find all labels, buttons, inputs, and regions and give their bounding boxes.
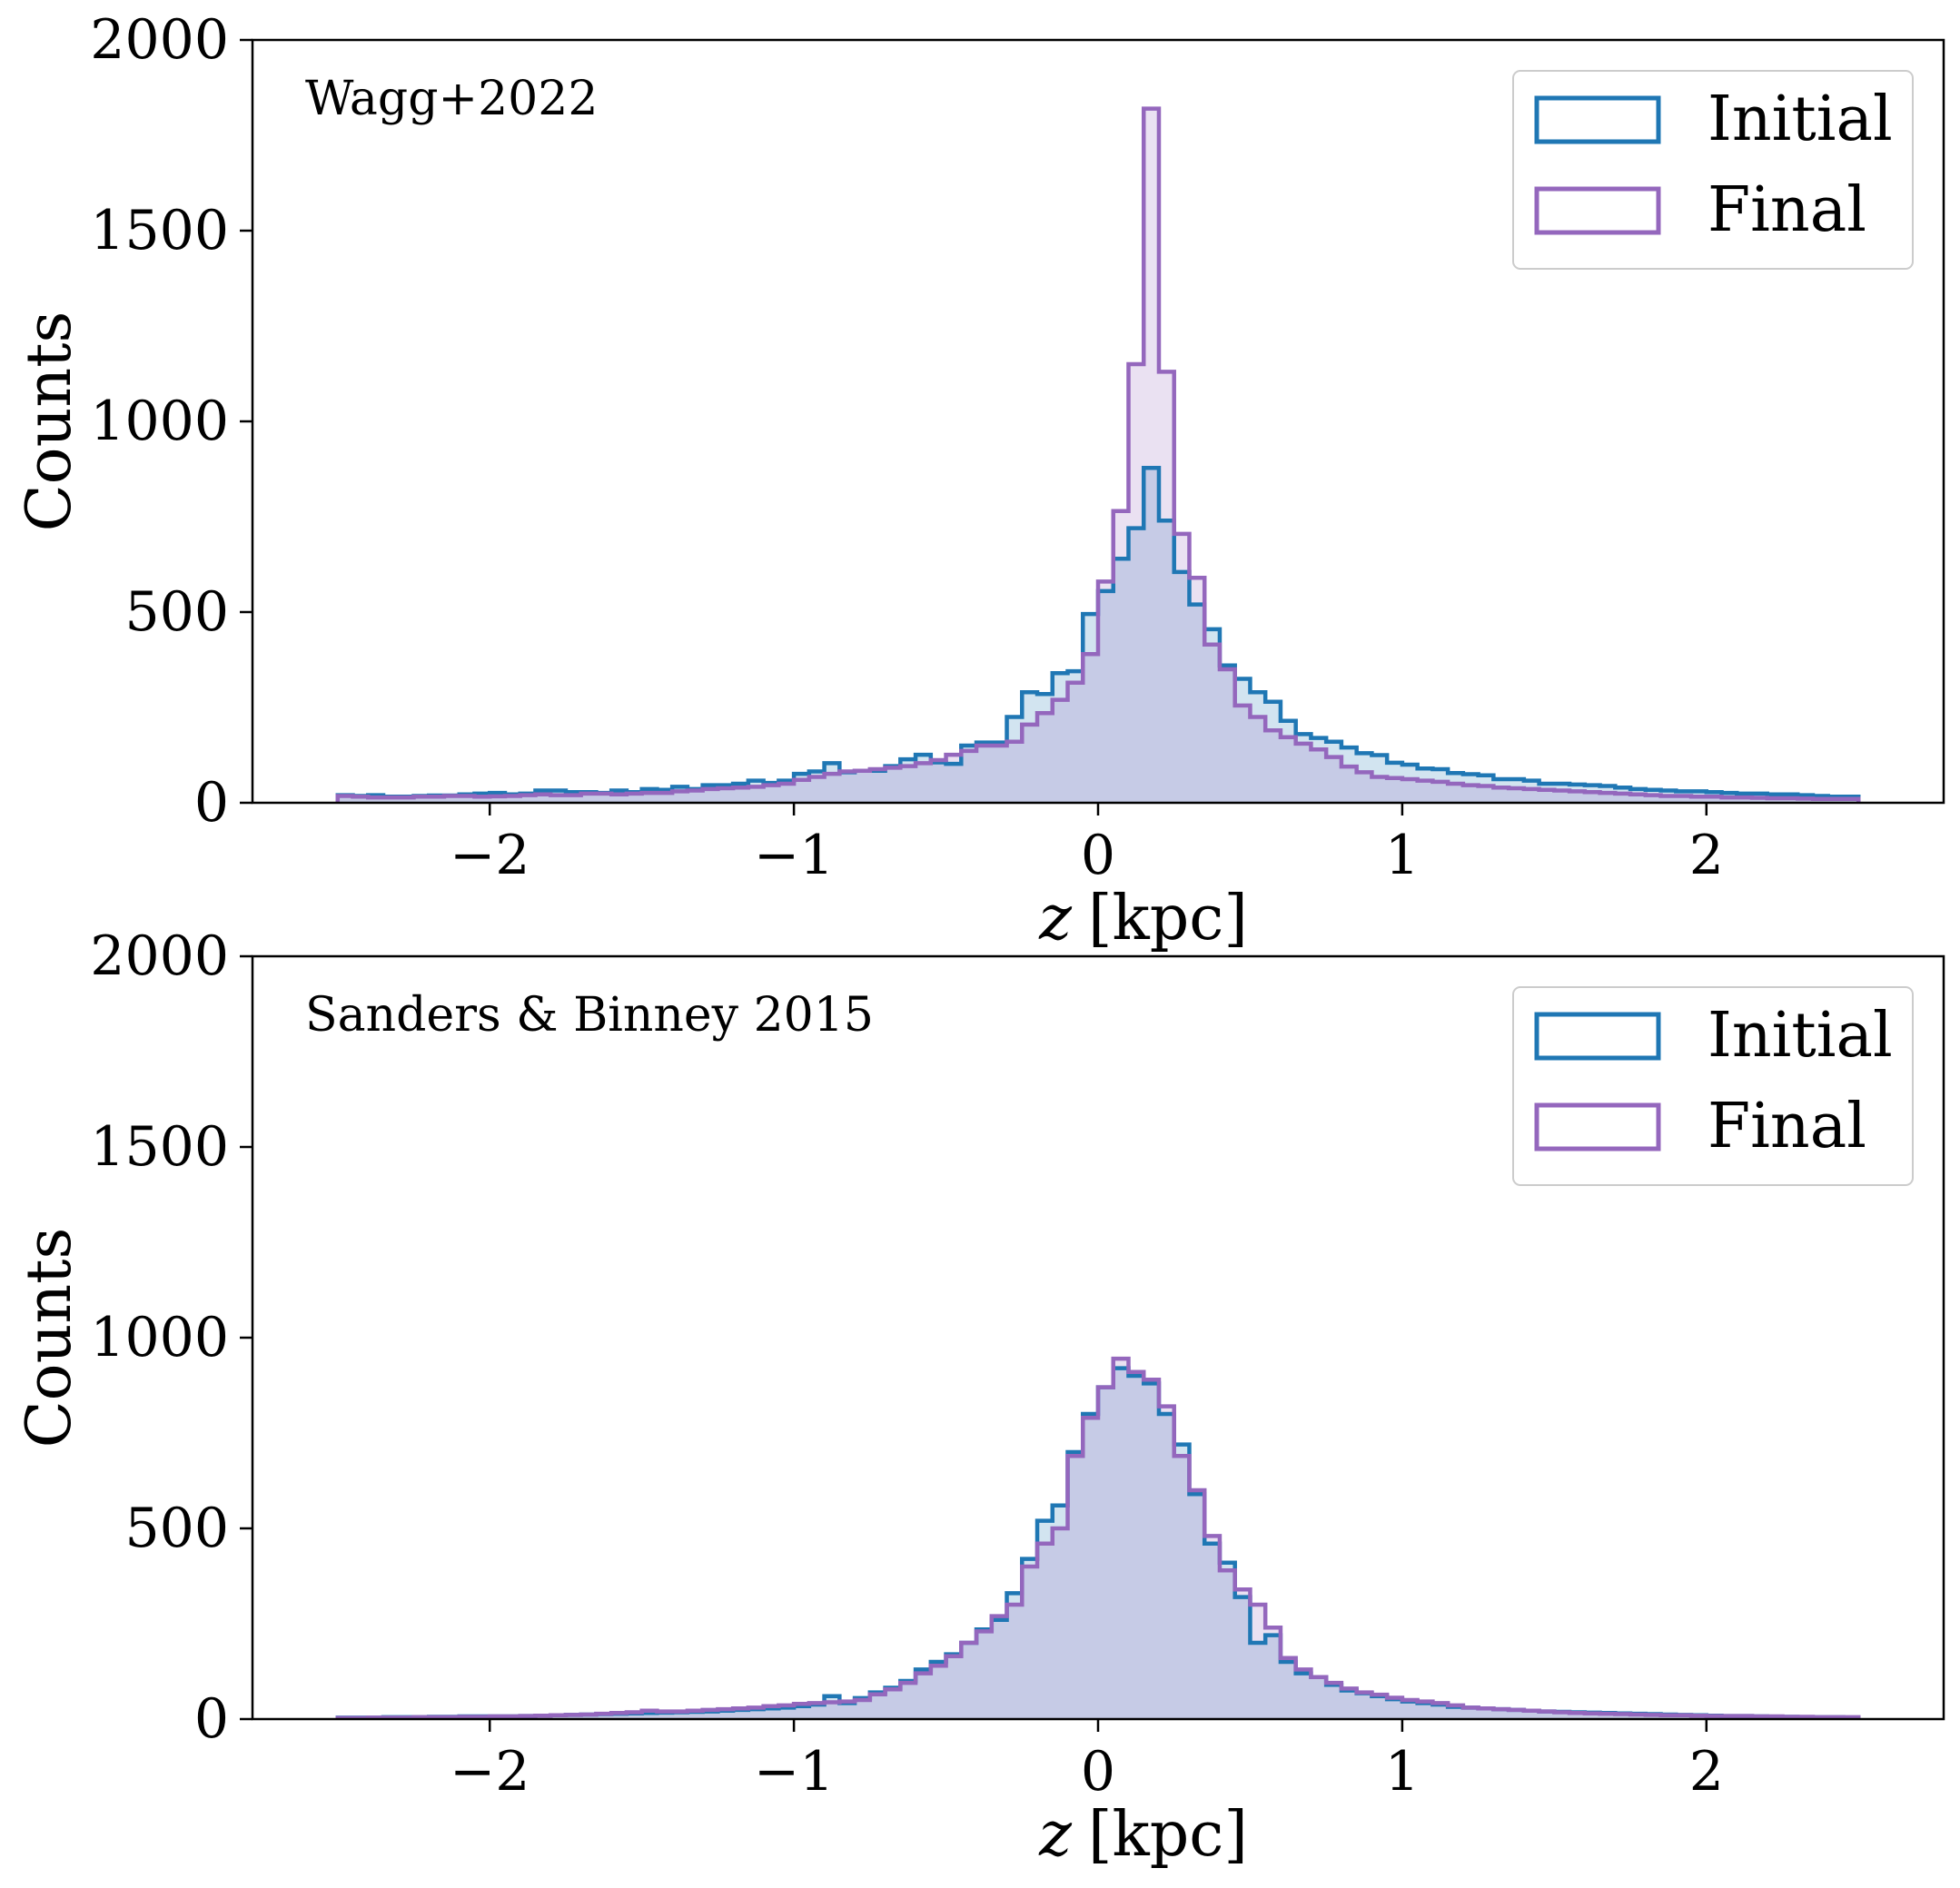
- x-axis-label-unit: [kpc]: [1088, 883, 1248, 954]
- y-axis-ticks: 0 500 1000 1500 2000: [90, 924, 252, 1751]
- histogram-fill-initial: [337, 1368, 1859, 1719]
- legend-frame: [1512, 70, 1914, 270]
- panel-annotation: Sanders & Binney 2015: [305, 988, 874, 1043]
- x-tick-label: 1: [1385, 824, 1420, 887]
- y-axis-label: Counts: [14, 311, 85, 532]
- x-tick-label: 0: [1081, 1740, 1115, 1804]
- x-axis-label-variable: z: [1038, 1799, 1073, 1871]
- y-tick-label: 1000: [90, 390, 229, 453]
- y-tick-label: 500: [124, 580, 229, 644]
- y-tick-label: 500: [124, 1497, 229, 1560]
- x-axis-label-variable: z: [1038, 883, 1073, 954]
- x-tick-label: −2: [450, 1740, 530, 1804]
- axes-frame: [251, 38, 1945, 805]
- x-tick-label: −2: [450, 824, 530, 887]
- panel-annotation: Wagg+2022: [305, 72, 598, 126]
- x-tick-label: 2: [1689, 1740, 1724, 1804]
- legend-swatch-initial: [1534, 1012, 1661, 1061]
- legend-label-initial: Initial: [1708, 84, 1893, 155]
- legend: Initial Final: [1512, 986, 1914, 1186]
- x-tick-label: −1: [754, 1740, 834, 1804]
- legend-swatch-initial: [1534, 95, 1661, 144]
- legend-frame: [1512, 986, 1914, 1186]
- x-axis-ticks: −2 −1 0 1 2: [450, 1719, 1724, 1804]
- x-tick-label: 1: [1385, 1740, 1420, 1804]
- y-tick-label: 2000: [90, 924, 229, 988]
- y-axis-ticks: 0 500 1000 1500 2000: [90, 8, 252, 835]
- x-axis-label: z [kpc]: [1038, 1799, 1248, 1871]
- x-axis-label: z [kpc]: [1038, 883, 1248, 954]
- y-tick-label: 1500: [90, 199, 229, 262]
- legend-label-initial: Initial: [1708, 1000, 1893, 1072]
- legend-swatch-final: [1534, 186, 1661, 235]
- panel-bottom: 0 500 1000 1500 2000 −2 −1 0 1 2 Sanders & Binne…: [14, 924, 1945, 1871]
- x-tick-label: −1: [754, 824, 834, 887]
- histogram-step-final: [335, 1356, 1861, 1720]
- x-axis-label-unit: [kpc]: [1088, 1799, 1248, 1871]
- axes-frame: [251, 954, 1945, 1721]
- y-tick-label: 1500: [90, 1115, 229, 1179]
- y-tick-label: 0: [194, 771, 229, 835]
- histogram-step-final: [335, 106, 1861, 803]
- x-tick-label: 2: [1689, 824, 1724, 887]
- y-tick-label: 1000: [90, 1306, 229, 1369]
- x-axis-ticks: −2 −1 0 1 2: [450, 803, 1724, 887]
- x-tick-label: 0: [1081, 824, 1115, 887]
- legend-label-final: Final: [1708, 1091, 1866, 1162]
- y-tick-label: 2000: [90, 8, 229, 72]
- legend-swatch-final: [1534, 1102, 1661, 1152]
- legend: Initial Final: [1512, 70, 1914, 270]
- legend-label-final: Final: [1708, 174, 1866, 246]
- y-tick-label: 0: [194, 1687, 229, 1751]
- histogram-fill-final: [337, 1359, 1859, 1719]
- y-axis-label: Counts: [14, 1228, 85, 1448]
- panel-top: 0 500 1000 1500 2000 −2 −1 0 1 2 Wagg+2022 Count…: [14, 8, 1945, 954]
- histogram-fill-final: [337, 108, 1859, 804]
